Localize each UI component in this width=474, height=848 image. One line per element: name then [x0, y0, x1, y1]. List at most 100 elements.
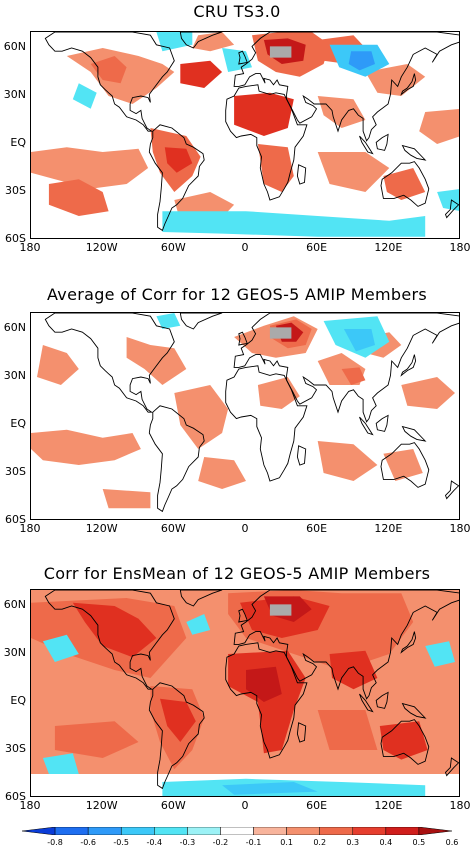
- longitude-label: 0: [241, 799, 249, 812]
- latitude-label: 60N: [3, 598, 26, 611]
- map-canvas: [31, 313, 459, 513]
- latitude-label: 30S: [5, 742, 26, 755]
- north-america-outline: [44, 313, 175, 413]
- map-canvas: [31, 32, 459, 237]
- longitude-label: 180: [19, 241, 41, 254]
- anomaly-patch: [348, 51, 375, 71]
- colorbar-tick-label: -0.2: [212, 838, 229, 847]
- longitude-label: 120W: [85, 241, 118, 254]
- anomaly-patch: [343, 329, 375, 352]
- anomaly-patch: [246, 666, 282, 702]
- japan-outline: [400, 631, 417, 654]
- anomaly-patch: [162, 211, 426, 237]
- africa-outline: [225, 642, 308, 759]
- panel-title: Corr for EnsMean of 12 GEOS-5 AMIP Membe…: [43, 564, 431, 583]
- anomaly-patch: [317, 710, 378, 750]
- sumatra-outline: [359, 693, 374, 713]
- map-avg: [30, 312, 460, 520]
- colorbar-tick-label: 0.5: [412, 838, 426, 847]
- australia-outline: [380, 161, 430, 207]
- anomaly-patch: [31, 429, 141, 465]
- anomaly-patch: [192, 32, 235, 52]
- latitude-label: EQ: [10, 694, 26, 707]
- colorbar-tick-label: -0.1: [245, 838, 262, 847]
- new-guinea-outline: [401, 425, 427, 442]
- longitude-label: 60W: [160, 241, 186, 254]
- longitude-label: 120E: [374, 522, 403, 535]
- anomaly-patch: [383, 449, 423, 481]
- new-zealand-outline: [444, 757, 459, 777]
- longitude-label: 180: [449, 799, 471, 812]
- anomaly-patch: [222, 48, 252, 72]
- south-america-outline: [148, 124, 205, 232]
- africa-outline: [225, 365, 308, 482]
- colorbar-segment: [187, 827, 221, 835]
- anomaly-patch: [174, 385, 229, 449]
- anomaly-patch: [37, 345, 79, 385]
- missing-data-box: [269, 604, 292, 616]
- latitude-label: EQ: [10, 417, 26, 430]
- colorbar-segment: [87, 827, 122, 835]
- latitude-label: 30S: [5, 184, 26, 197]
- anomaly-patch: [257, 144, 294, 192]
- colorbar-tick-label: 0.6: [445, 838, 459, 847]
- anomaly-patch: [31, 147, 149, 189]
- longitude-label: 120E: [374, 241, 403, 254]
- longitude-label: 180: [449, 522, 471, 535]
- map-ens: [30, 589, 460, 797]
- japan-outline: [400, 73, 417, 96]
- anomaly-patch: [234, 92, 294, 136]
- colorbar-tick-label: 0.4: [379, 838, 393, 847]
- colorbar-segment: [154, 827, 188, 835]
- colorbar-tick-label: 0.8: [470, 838, 474, 847]
- anomaly-patch: [72, 83, 97, 109]
- longitude-label: 60E: [306, 241, 328, 254]
- anomaly-patch: [54, 721, 139, 758]
- europe-asia-outline: [233, 32, 459, 142]
- madagascar-outline: [296, 445, 307, 466]
- longitude-label: 60W: [160, 799, 186, 812]
- colorbar-segment: [319, 827, 354, 835]
- australia-outline: [380, 719, 430, 765]
- sumatra-outline: [359, 416, 374, 436]
- anomaly-fields: [31, 590, 459, 796]
- latitude-label: EQ: [10, 136, 26, 149]
- new-zealand-outline: [444, 199, 459, 219]
- colorbar-tick-label: -0.5: [113, 838, 130, 847]
- longitude-label: 120W: [85, 522, 118, 535]
- greenland-outline: [179, 590, 223, 607]
- anomaly-patch: [42, 753, 79, 774]
- coastlines: [44, 32, 459, 232]
- new-guinea-outline: [401, 144, 427, 161]
- anomaly-patch: [383, 168, 426, 200]
- anomaly-fields: [31, 32, 459, 237]
- latitude-label: 30N: [3, 646, 26, 659]
- europe-asia-outline: [233, 590, 459, 700]
- anomaly-patch: [156, 32, 193, 52]
- anomaly-patch: [180, 60, 223, 88]
- colorbar: [22, 827, 452, 835]
- colorbar-segment: [418, 827, 452, 835]
- colorbar-tick-label: 0.1: [280, 838, 293, 847]
- colorbar-tick-label: -0.6: [80, 838, 96, 847]
- anomaly-patch: [341, 367, 366, 385]
- latitude-label: 60S: [5, 232, 26, 245]
- british-isles-outline: [238, 50, 248, 65]
- colorbar-segment: [54, 827, 89, 835]
- missing-data-box: [269, 327, 292, 339]
- latitude-label: 30S: [5, 465, 26, 478]
- colorbar-segment: [22, 827, 56, 835]
- europe-asia-outline: [233, 313, 459, 423]
- longitude-label: 180: [19, 799, 41, 812]
- anomaly-patch: [72, 602, 157, 658]
- missing-data-box: [269, 46, 292, 58]
- anomaly-patch: [102, 489, 151, 509]
- colorbar-segment: [352, 827, 387, 835]
- madagascar-outline: [296, 164, 307, 185]
- map-canvas: [31, 590, 459, 796]
- anomaly-patch: [164, 147, 193, 173]
- longitude-label: 120W: [85, 799, 118, 812]
- longitude-label: 60W: [160, 522, 186, 535]
- anomaly-patch: [317, 152, 390, 192]
- colorbar-segment: [220, 827, 254, 835]
